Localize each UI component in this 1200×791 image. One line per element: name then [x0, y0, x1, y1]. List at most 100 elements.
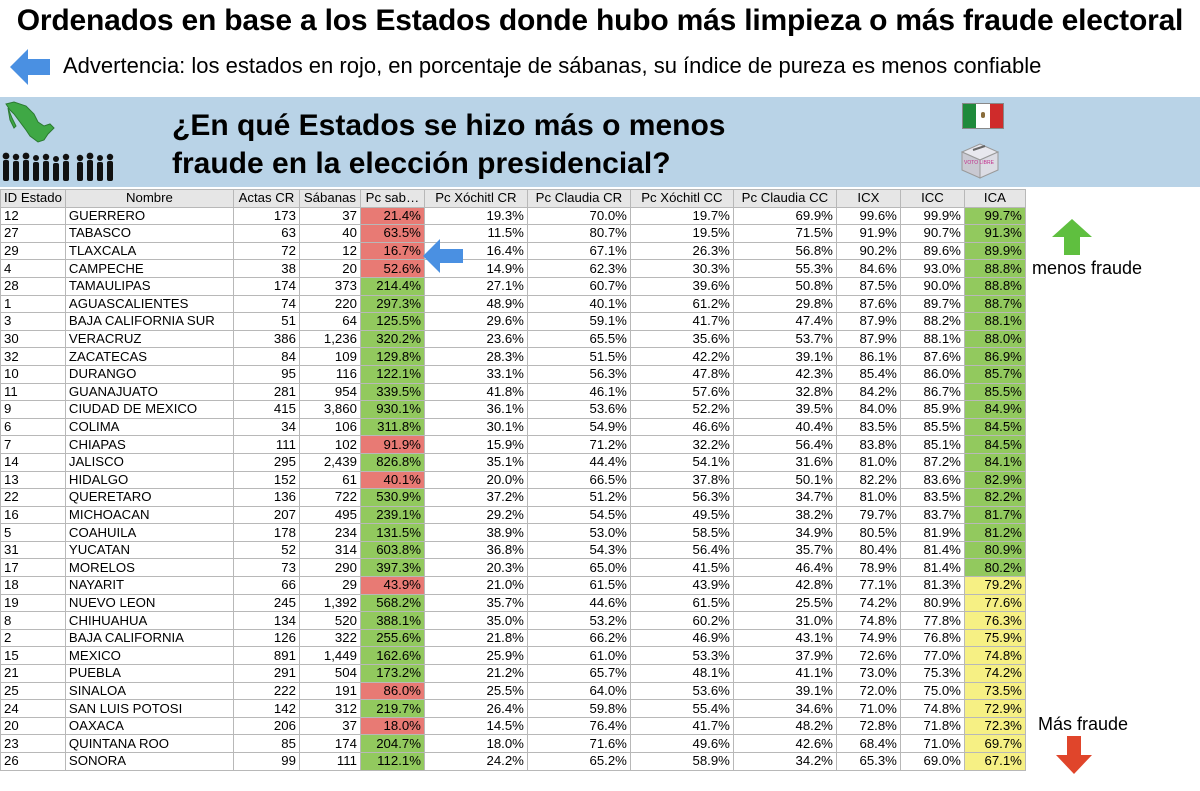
cell-pc-xochitl-cc: 57.6% — [629, 382, 734, 402]
cell-icc: 81.4% — [899, 540, 965, 560]
cell-pc-xochitl-cc: 56.4% — [629, 540, 734, 560]
cell-pc-sab: 255.6% — [359, 628, 425, 648]
cell-pc-claudia-cr: 59.8% — [526, 699, 631, 718]
cell-icx: 78.9% — [835, 558, 901, 578]
cell-nombre: TLAXCALA — [64, 241, 234, 261]
cell-pc-xochitl-cc: 41.7% — [629, 716, 734, 736]
mexico-map-icon — [5, 101, 55, 143]
cell-sabanas: 111 — [298, 752, 361, 771]
cell-id-estado: 18 — [0, 576, 66, 595]
cell-pc-sab: 162.6% — [359, 646, 425, 666]
cell-sabanas: 106 — [298, 417, 361, 437]
cell-pc-sab: 320.2% — [359, 329, 425, 349]
cell-nombre: MORELOS — [64, 558, 234, 578]
cell-icc: 83.5% — [899, 488, 965, 507]
cell-pc-claudia-cr: 51.5% — [526, 347, 631, 366]
header-pc-claudia-cr[interactable]: Pc Claudia CR — [526, 189, 631, 208]
cell-pc-claudia-cc: 56.8% — [732, 241, 837, 261]
header-pc-claudia-cc[interactable]: Pc Claudia CC — [732, 189, 837, 208]
header-ica[interactable]: ICA — [963, 189, 1026, 208]
cell-pc-xochitl-cc: 61.2% — [629, 294, 734, 314]
cell-pc-claudia-cr: 67.1% — [526, 241, 631, 261]
cell-pc-claudia-cc: 69.9% — [732, 206, 837, 226]
cell-nombre: BAJA CALIFORNIA SUR — [64, 312, 234, 331]
table-header-row: ID Estado Nombre Actas CR Sábanas Pc sab… — [0, 189, 1026, 208]
cell-id-estado: 6 — [0, 417, 66, 437]
cell-sabanas: 1,449 — [298, 646, 361, 666]
header-pc-sab[interactable]: Pc sab… — [359, 189, 425, 208]
cell-actas-cr: 111 — [232, 435, 300, 454]
cell-id-estado: 14 — [0, 452, 66, 472]
header-icx[interactable]: ICX — [835, 189, 901, 208]
cell-icc: 71.0% — [899, 734, 965, 753]
cell-pc-xochitl-cr: 20.3% — [423, 558, 528, 578]
cell-pc-xochitl-cc: 30.3% — [629, 259, 734, 278]
cell-actas-cr: 52 — [232, 540, 300, 560]
cell-actas-cr: 63 — [232, 224, 300, 243]
cell-actas-cr: 291 — [232, 664, 300, 683]
cell-pc-claudia-cr: 64.0% — [526, 681, 631, 701]
cell-id-estado: 17 — [0, 558, 66, 578]
cell-pc-claudia-cr: 65.0% — [526, 558, 631, 578]
cell-pc-sab: 204.7% — [359, 734, 425, 753]
table-row: 4 CAMPECHE 38 20 52.6% 14.9% 62.3% 30.3% 55.3% 84… — [0, 259, 1026, 278]
cell-actas-cr: 174 — [232, 276, 300, 296]
cell-pc-claudia-cc: 31.6% — [732, 452, 837, 472]
cell-icx: 83.8% — [835, 435, 901, 454]
cell-pc-claudia-cr: 51.2% — [526, 488, 631, 507]
cell-actas-cr: 142 — [232, 699, 300, 718]
cell-ica: 72.9% — [963, 699, 1026, 718]
more-fraud-label: Más fraude — [1038, 714, 1129, 734]
cell-actas-cr: 66 — [232, 576, 300, 595]
cell-ica: 86.9% — [963, 347, 1026, 366]
cell-nombre: QUERETARO — [64, 488, 234, 507]
cell-pc-sab: 173.2% — [359, 664, 425, 683]
cell-sabanas: 102 — [298, 435, 361, 454]
cell-pc-claudia-cc: 43.1% — [732, 628, 837, 648]
header-icc[interactable]: ICC — [899, 189, 965, 208]
cell-icc: 77.8% — [899, 611, 965, 630]
cell-icx: 72.8% — [835, 716, 901, 736]
ballot-box-label: VOTO LIBRE — [964, 160, 995, 166]
voters-queue-icon — [2, 152, 114, 181]
cell-nombre: GUERRERO — [64, 206, 234, 226]
header-nombre[interactable]: Nombre — [64, 189, 234, 208]
cell-icx: 84.0% — [835, 400, 901, 419]
table-row: 25 SINALOA 222 191 86.0% 25.5% 64.0% 53.6% 39.1%… — [0, 681, 1026, 701]
table-row: 27 TABASCO 63 40 63.5% 11.5% 80.7% 19.5% 71.5% 91… — [0, 224, 1026, 243]
cell-icc: 90.0% — [899, 276, 965, 296]
cell-id-estado: 8 — [0, 611, 66, 630]
cell-sabanas: 61 — [298, 470, 361, 490]
cell-sabanas: 220 — [298, 294, 361, 314]
cell-pc-claudia-cc: 39.1% — [732, 347, 837, 366]
cell-pc-xochitl-cr: 20.0% — [423, 470, 528, 490]
header-pc-xochitl-cc[interactable]: Pc Xóchitl CC — [629, 189, 734, 208]
cell-pc-claudia-cc: 31.0% — [732, 611, 837, 630]
cell-pc-sab: 52.6% — [359, 259, 425, 278]
cell-nombre: COLIMA — [64, 417, 234, 437]
cell-pc-claudia-cr: 44.6% — [526, 593, 631, 613]
header-sabanas[interactable]: Sábanas — [298, 189, 361, 208]
header-pc-xochitl-cr[interactable]: Pc Xóchitl CR — [423, 189, 528, 208]
cell-actas-cr: 178 — [232, 523, 300, 542]
cell-id-estado: 31 — [0, 540, 66, 560]
table-row: 29 TLAXCALA 72 12 16.7% 16.4% 67.1% 26.3% 56.8% 9… — [0, 241, 1026, 261]
table-row: 1 AGUASCALIENTES 74 220 297.3% 48.9% 40.1% 61.2… — [0, 294, 1026, 314]
cell-icc: 86.0% — [899, 364, 965, 384]
cell-ica: 88.0% — [963, 329, 1026, 349]
arrow-up-icon — [1052, 219, 1092, 255]
cell-sabanas: 504 — [298, 664, 361, 683]
header-id-estado[interactable]: ID Estado — [0, 189, 66, 208]
cell-nombre: CIUDAD DE MEXICO — [64, 400, 234, 419]
cell-ica: 79.2% — [963, 576, 1026, 595]
cell-icx: 87.5% — [835, 276, 901, 296]
cell-icx: 71.0% — [835, 699, 901, 718]
cell-actas-cr: 72 — [232, 241, 300, 261]
cell-pc-xochitl-cr: 23.6% — [423, 329, 528, 349]
header-actas-cr[interactable]: Actas CR — [232, 189, 300, 208]
cell-ica: 76.3% — [963, 611, 1026, 630]
cell-pc-claudia-cr: 56.3% — [526, 364, 631, 384]
cell-pc-claudia-cr: 61.5% — [526, 576, 631, 595]
cell-icx: 84.2% — [835, 382, 901, 402]
cell-pc-sab: 18.0% — [359, 716, 425, 736]
